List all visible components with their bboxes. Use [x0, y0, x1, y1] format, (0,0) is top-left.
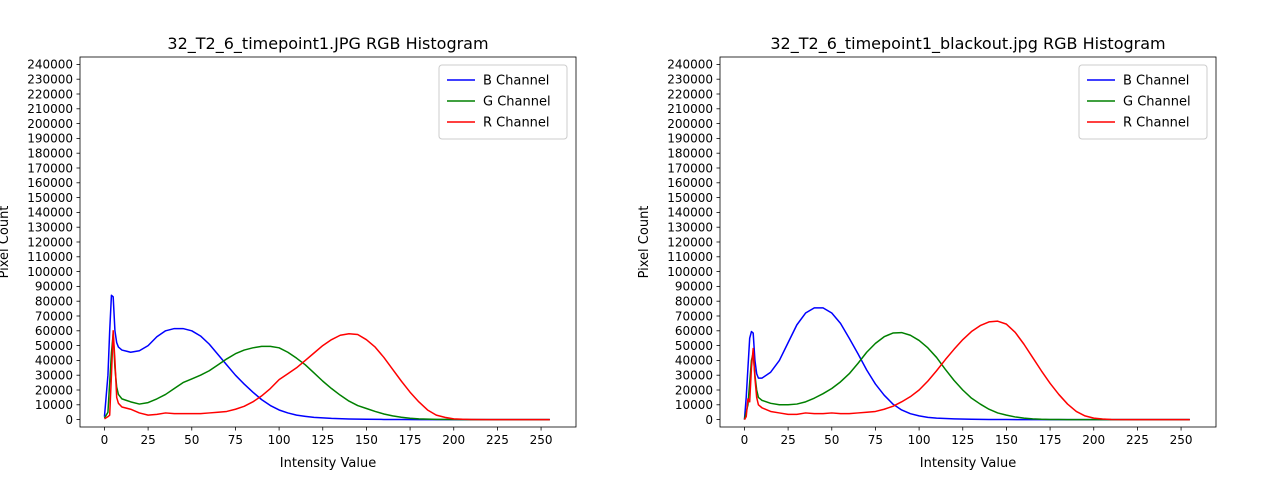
series-line-r-channel — [104, 330, 550, 421]
y-axis-label: Pixel Count — [637, 206, 652, 279]
x-tick-label: 100 — [268, 433, 291, 447]
y-tick-label: 160000 — [27, 176, 73, 190]
x-tick-label: 50 — [184, 433, 199, 447]
x-tick-label: 175 — [1039, 433, 1062, 447]
series-line-g-channel — [743, 331, 1190, 421]
chart-title: 32_T2_6_timepoint1_blackout.jpg RGB Hist… — [770, 34, 1165, 54]
y-tick-label: 30000 — [35, 369, 73, 383]
y-tick-label: 130000 — [27, 221, 73, 235]
y-tick-label: 10000 — [35, 398, 73, 412]
y-tick-label: 100000 — [667, 265, 713, 279]
x-tick-label: 100 — [908, 433, 931, 447]
legend-box — [1078, 64, 1208, 140]
y-tick-label: 220000 — [667, 87, 713, 101]
y-tick-label: 0 — [65, 413, 73, 427]
y-tick-label: 80000 — [675, 295, 713, 309]
y-tick-label: 120000 — [27, 235, 73, 249]
y-tick-label: 190000 — [27, 132, 73, 146]
y-tick-label: 130000 — [667, 221, 713, 235]
y-tick-label: 110000 — [27, 250, 73, 264]
y-tick-label: 170000 — [667, 161, 713, 175]
y-tick-label: 150000 — [667, 191, 713, 205]
x-tick-label: 25 — [140, 433, 155, 447]
y-tick-label: 60000 — [675, 324, 713, 338]
y-tick-label: 20000 — [675, 383, 713, 397]
x-tick-label: 175 — [399, 433, 422, 447]
y-tick-label: 230000 — [667, 73, 713, 87]
legend: B Channel G Channel R Channel — [438, 64, 568, 140]
y-tick-label: 0 — [705, 413, 713, 427]
y-tick-label: 80000 — [35, 295, 73, 309]
y-tick-label: 150000 — [27, 191, 73, 205]
legend-entry: R Channel — [1123, 116, 1190, 131]
y-tick-label: 240000 — [27, 58, 73, 72]
y-tick-label: 240000 — [667, 58, 713, 72]
legend-entry: B Channel — [1123, 74, 1189, 89]
x-axis-label: Intensity Value — [280, 456, 376, 471]
y-tick-label: 140000 — [27, 206, 73, 220]
x-tick-label: 0 — [101, 433, 109, 447]
y-tick-label: 40000 — [675, 354, 713, 368]
series-line-b-channel — [103, 294, 550, 421]
y-tick-label: 170000 — [27, 161, 73, 175]
x-tick-label: 225 — [1126, 433, 1149, 447]
x-tick-label: 75 — [868, 433, 883, 447]
x-tick-label: 125 — [951, 433, 974, 447]
x-tick-label: 0 — [741, 433, 749, 447]
x-tick-label: 50 — [824, 433, 839, 447]
x-tick-label: 200 — [442, 433, 465, 447]
y-tick-label: 90000 — [675, 280, 713, 294]
y-tick-label: 70000 — [35, 309, 73, 323]
y-tick-label: 100000 — [27, 265, 73, 279]
y-tick-label: 190000 — [667, 132, 713, 146]
y-tick-label: 110000 — [667, 250, 713, 264]
legend: B Channel G Channel R Channel — [1078, 64, 1208, 140]
legend-entry: R Channel — [483, 116, 550, 131]
series-line-r-channel — [743, 320, 1190, 421]
x-tick-label: 150 — [995, 433, 1018, 447]
y-tick-label: 50000 — [35, 339, 73, 353]
x-tick-label: 225 — [486, 433, 509, 447]
y-tick-label: 10000 — [675, 398, 713, 412]
y-tick-label: 220000 — [27, 87, 73, 101]
legend-entry: B Channel — [483, 74, 549, 89]
y-tick-label: 50000 — [675, 339, 713, 353]
x-tick-label: 25 — [780, 433, 795, 447]
y-tick-label: 90000 — [35, 280, 73, 294]
y-tick-label: 210000 — [27, 102, 73, 116]
y-tick-label: 70000 — [675, 309, 713, 323]
legend-box — [438, 64, 568, 140]
y-tick-label: 200000 — [667, 117, 713, 131]
x-tick-label: 125 — [311, 433, 334, 447]
series-line-g-channel — [103, 333, 550, 421]
y-tick-label: 180000 — [667, 147, 713, 161]
y-tick-label: 210000 — [667, 102, 713, 116]
x-tick-label: 150 — [355, 433, 378, 447]
y-tick-label: 160000 — [667, 176, 713, 190]
y-tick-label: 200000 — [27, 117, 73, 131]
y-tick-label: 180000 — [27, 147, 73, 161]
y-axis-label: Pixel Count — [0, 206, 12, 279]
legend-entry: G Channel — [483, 95, 551, 110]
y-tick-label: 20000 — [35, 383, 73, 397]
panel-right: 0 25 50 75 100 125 150 175 200 225 250010000200003… — [637, 34, 1217, 471]
x-axis-label: Intensity Value — [920, 456, 1016, 471]
series-line-b-channel — [743, 307, 1190, 421]
y-tick-label: 30000 — [675, 369, 713, 383]
y-tick-label: 40000 — [35, 354, 73, 368]
y-tick-label: 120000 — [667, 235, 713, 249]
legend-entry: G Channel — [1123, 95, 1191, 110]
y-tick-label: 60000 — [35, 324, 73, 338]
y-tick-label: 140000 — [667, 206, 713, 220]
chart-title: 32_T2_6_timepoint1.JPG RGB Histogram — [167, 34, 488, 54]
x-tick-label: 250 — [1170, 433, 1193, 447]
panel-left: 0 25 50 75 100 125 150 175 200 225 250010000200003… — [0, 34, 577, 471]
x-tick-label: 250 — [530, 433, 553, 447]
y-tick-label: 230000 — [27, 73, 73, 87]
x-tick-label: 75 — [228, 433, 243, 447]
x-tick-label: 200 — [1082, 433, 1105, 447]
